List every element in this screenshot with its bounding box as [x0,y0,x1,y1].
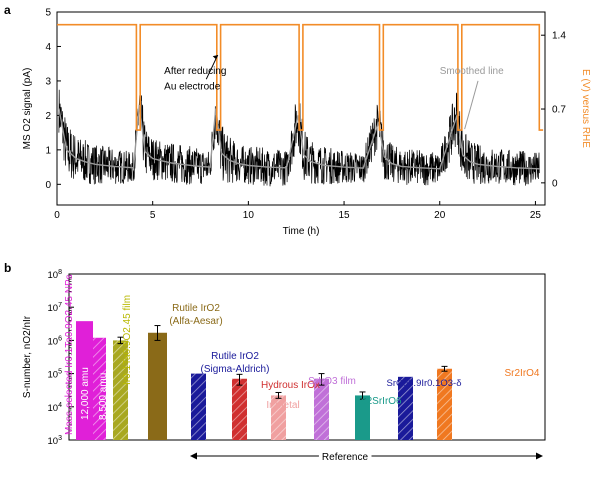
b-label-sr2iro4: Sr2IrO4 [504,368,539,379]
b-bar [355,395,370,440]
b-ytick-label: 107 [48,302,63,314]
panel-b-label: b [4,261,11,275]
b-bar [148,332,167,440]
a-potential-line [57,23,544,131]
b-label-hydrous: Hydrous IrOx [261,380,320,391]
b-ytick-label: 105 [48,369,63,381]
b-label-alfa-2: (Alfa-Aesar) [169,316,222,327]
a-xtick-label: 5 [150,210,156,221]
b-ytick-exponent: 5 [58,369,62,376]
a-ytick-right-label: 0 [552,178,558,189]
b-label-ir-metal: Ir metal [266,400,299,411]
a-ylabel-left: MS O2 signal (pA) [22,68,33,150]
b-ytick-exponent: 8 [58,269,62,276]
b-label-srco: SrCo0.9Ir0.1O3-δ [387,378,462,389]
b-label-sriro3: SrIrO3 film [308,376,356,387]
a-ytick-label: 4 [45,42,51,53]
panel-a-axes [56,11,546,206]
b-ytick-exponent: 4 [58,402,62,409]
a-ytick-label: 5 [45,8,51,19]
a-xtick-label: 20 [434,210,446,221]
b-bar-hatch [314,378,329,440]
a-annotation-arrow [205,54,219,80]
b-ytick-label: 103 [48,435,63,447]
a-ytick-right-label: 0.7 [552,105,566,116]
b-reference-label-bg [318,451,372,464]
panel-a-frame [56,11,546,206]
b-ytick-exponent: 3 [58,435,62,442]
b-label-ba2sririo6: Ba2SrIrO6 [354,396,402,407]
b-label-film: Ir0.1Ta0.9O2.45 film [122,295,133,385]
b-bar [76,321,93,440]
b-bar-hatch [191,373,206,440]
b-bar-hatch [93,337,106,440]
a-xtick-label: 10 [243,210,255,221]
b-bar-hatch [232,378,247,440]
a-ytick-label: 2 [45,111,51,122]
b-label-sigma-1: Rutile IrO2 [211,351,259,362]
panel-b-bars [76,321,452,440]
b-label-sigma-2: (Sigma-Aldrich) [201,364,270,375]
a-xtick-label: 15 [338,210,350,221]
panel-b-text: 103 104 105 106 107 108 S-number, nO2/nIr Mass-… [22,269,543,464]
b-ytick-exponent: 7 [58,302,62,309]
a-annotation: Smoothed line [440,66,504,77]
a-annotation: After reducing [164,66,226,77]
a-ytick-right-label: 1.4 [552,31,566,42]
b-reference-arrowhead-right [536,452,543,460]
b-reference-label: Reference [322,452,369,463]
a-xtick-label: 25 [530,210,542,221]
b-label-mass-selected: Mass-selected Ir0.1Ta0.9O2.45 NPs [64,274,75,435]
panel-b-axes [68,273,546,441]
b-bar-hatch [398,376,413,440]
b-ytick-label: 108 [48,269,63,281]
a-annotation: Au electrode [164,82,221,93]
b-bar-hatch [437,368,452,440]
panel-a-text: 0 5 10 15 20 25 0 1 2 3 4 5 0 0.7 1.4 Time (h) MS O2 sig… [22,8,591,238]
a-xlabel: Time (h) [283,226,320,237]
a-ytick-label: 3 [45,76,51,87]
b-label-12000: 12,000 amu [80,367,91,420]
a-ytick-label: 0 [45,180,51,191]
a-smoothed-line [58,105,540,170]
a-ytick-label: 1 [45,145,51,156]
panel-b-frame [68,273,546,441]
b-bar-hatch [113,340,128,440]
b-label-8500: 8,500 amu [98,373,109,420]
panel-a-label: a [4,3,11,17]
b-ylabel: S-number, nO2/nIr [22,315,33,398]
b-ytick-label: 106 [48,335,63,347]
b-bar-hatch [271,395,286,440]
b-reference-arrowhead-left [190,452,197,460]
a-xtick-label: 0 [54,210,60,221]
b-ytick-label: 104 [48,402,63,414]
b-ytick-exponent: 6 [58,335,62,342]
panel-a-traces [57,23,544,187]
a-ylabel-right: E (V) versus RHE [580,69,591,148]
a-smoothed-pointer [464,80,479,130]
a-annotation-arrowhead [212,55,218,60]
b-label-alfa-1: Rutile IrO2 [172,303,220,314]
